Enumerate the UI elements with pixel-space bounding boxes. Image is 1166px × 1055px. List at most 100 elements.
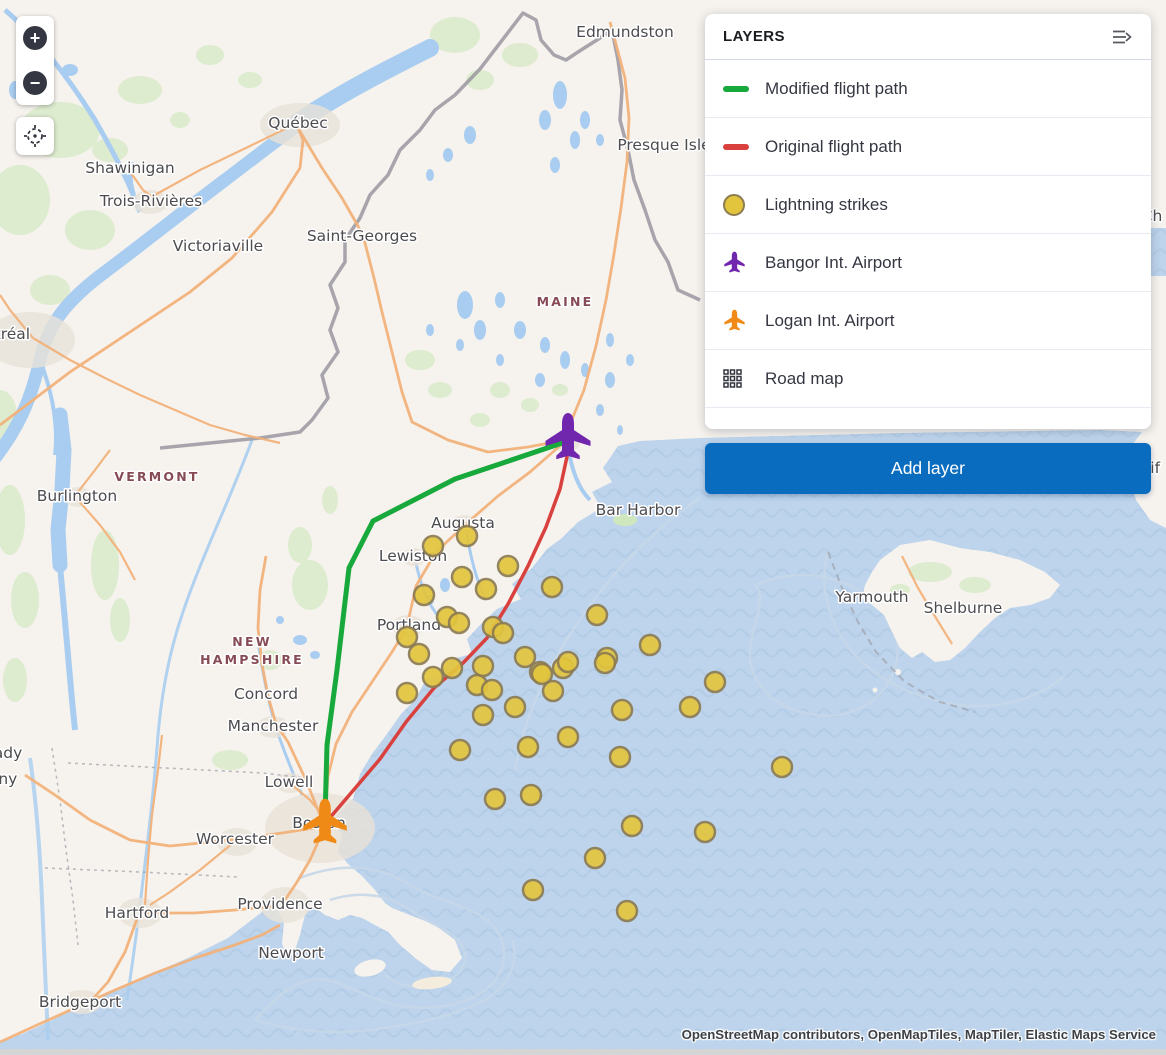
set-view-button[interactable]: [16, 117, 54, 155]
lightning-strike-marker: [491, 621, 515, 645]
lightning-strike-marker: [503, 695, 527, 719]
lightning-strikes-layer: [395, 524, 794, 923]
lightning-strike-marker: [693, 820, 717, 844]
map-label: Augusta: [431, 514, 495, 532]
road-layer: [0, 21, 953, 1044]
lightning-strike-marker: [556, 650, 580, 674]
layer-label: Logan Int. Airport: [765, 310, 895, 330]
layer-row-road-map[interactable]: Road map: [705, 350, 1151, 408]
map-label: Shelburne: [924, 599, 1003, 617]
lightning-strike-marker: [440, 656, 464, 680]
lightning-strike-marker: [450, 565, 474, 589]
layers-panel: LAYERS Modified flight path Original fli…: [705, 14, 1151, 429]
modified-flight-path: [322, 438, 571, 821]
layers-panel-title: LAYERS: [723, 28, 785, 45]
map-label: NEW: [232, 634, 271, 649]
lightning-strike-marker: [585, 603, 609, 627]
layer-label: Lightning strikes: [765, 194, 888, 214]
lightning-strike-marker: [471, 703, 495, 727]
lightning-strike-marker: [638, 633, 662, 657]
crosshair-icon: [24, 125, 46, 147]
map-label: Burlington: [37, 487, 118, 505]
map-label: Trois-Rivières: [99, 192, 202, 210]
forest-layer: [0, 17, 991, 770]
lightning-strike-marker: [395, 681, 419, 705]
grid-icon: [723, 369, 742, 388]
map-label: Shawinigan: [85, 159, 174, 177]
lightning-strike-marker: [593, 651, 617, 675]
lightning-strike-marker: [474, 577, 498, 601]
collapse-panel-button[interactable]: [1109, 25, 1135, 49]
lightning-strike-marker: [770, 755, 794, 779]
add-layer-button[interactable]: Add layer: [705, 443, 1151, 494]
lightning-strike-marker: [541, 679, 565, 703]
layer-row-lightning-strikes[interactable]: Lightning strikes: [705, 176, 1151, 234]
map-label: Manchester: [228, 717, 319, 735]
lightning-strike-marker: [448, 738, 472, 762]
map-label: Worcester: [196, 830, 275, 848]
red-line-swatch: [723, 143, 749, 150]
map-label: Presque Isle: [617, 136, 710, 154]
zoom-in-button[interactable]: +: [16, 18, 54, 58]
map-label: Montréal: [0, 325, 30, 343]
plus-icon: +: [23, 26, 47, 51]
map-label: Providence: [237, 895, 322, 913]
lightning-strike-marker: [556, 725, 580, 749]
airport-markers: [303, 413, 591, 844]
map-label: Saint-Georges: [307, 227, 417, 245]
map-label: lbany: [0, 770, 17, 788]
map-label: Lowell: [265, 773, 314, 791]
lightning-strike-marker: [496, 554, 520, 578]
lightning-strike-marker: [583, 846, 607, 870]
layers-panel-footer: [705, 408, 1151, 429]
map-attribution[interactable]: OpenStreetMap contributors, OpenMapTiles…: [681, 1027, 1156, 1042]
lightning-strike-marker: [521, 878, 545, 902]
lightning-strike-marker: [480, 678, 504, 702]
layer-row-original-flight-path[interactable]: Original flight path: [705, 118, 1151, 176]
bottom-bar: [0, 1049, 1166, 1055]
lightning-strike-marker: [395, 625, 419, 649]
layer-row-bangor-airport[interactable]: Bangor Int. Airport: [705, 234, 1151, 292]
lightning-strike-marker: [455, 524, 479, 548]
map-label: Yarmouth: [834, 588, 908, 606]
lightning-strike-marker: [421, 665, 445, 689]
lightning-strike-marker: [678, 695, 702, 719]
zoom-controls: + −: [16, 16, 54, 105]
purple-plane-icon: [724, 251, 745, 273]
zoom-out-button[interactable]: −: [16, 63, 54, 103]
map-label: Québec: [268, 114, 327, 132]
map-label: HAMPSHIRE: [200, 652, 304, 667]
layer-label: Original flight path: [765, 136, 903, 156]
map-label: Concord: [234, 685, 298, 703]
menu-right-icon: [1113, 30, 1132, 43]
lightning-strike-marker: [447, 611, 471, 635]
lightning-strike-marker: [615, 899, 639, 923]
lightning-strike-marker: [483, 787, 507, 811]
lightning-strike-marker: [421, 534, 445, 558]
lightning-strike-marker: [513, 645, 537, 669]
map-label: Hartford: [105, 904, 169, 922]
original-flight-path: [326, 450, 570, 822]
bathymetry-contours: [254, 496, 1066, 1034]
map-label: Newport: [258, 944, 324, 962]
lightning-strike-marker: [519, 783, 543, 807]
border-layer: [44, 11, 976, 946]
lightning-circle-swatch: [723, 193, 745, 216]
layer-row-modified-flight-path[interactable]: Modified flight path: [705, 60, 1151, 118]
layer-label: Road map: [765, 368, 844, 388]
map-label: Victoriaville: [173, 237, 263, 255]
lightning-strike-marker: [407, 642, 431, 666]
lightning-strike-marker: [516, 735, 540, 759]
lightning-strike-marker: [471, 654, 495, 678]
map-labels: Edmundston Québec Shawinigan Trois-Rivières…: [0, 22, 1164, 1013]
layer-row-logan-airport[interactable]: Logan Int. Airport: [705, 292, 1151, 350]
layer-label: Modified flight path: [765, 78, 908, 98]
bangor-int-airport-marker: [545, 413, 591, 460]
map-label: MAINE: [537, 294, 594, 309]
lightning-strike-marker: [620, 814, 644, 838]
minus-icon: −: [23, 70, 47, 95]
logan-int-airport-marker: [303, 798, 347, 844]
map-label: ectady: [0, 744, 22, 762]
lightning-strike-marker: [530, 662, 554, 686]
lightning-strike-marker: [540, 575, 564, 599]
